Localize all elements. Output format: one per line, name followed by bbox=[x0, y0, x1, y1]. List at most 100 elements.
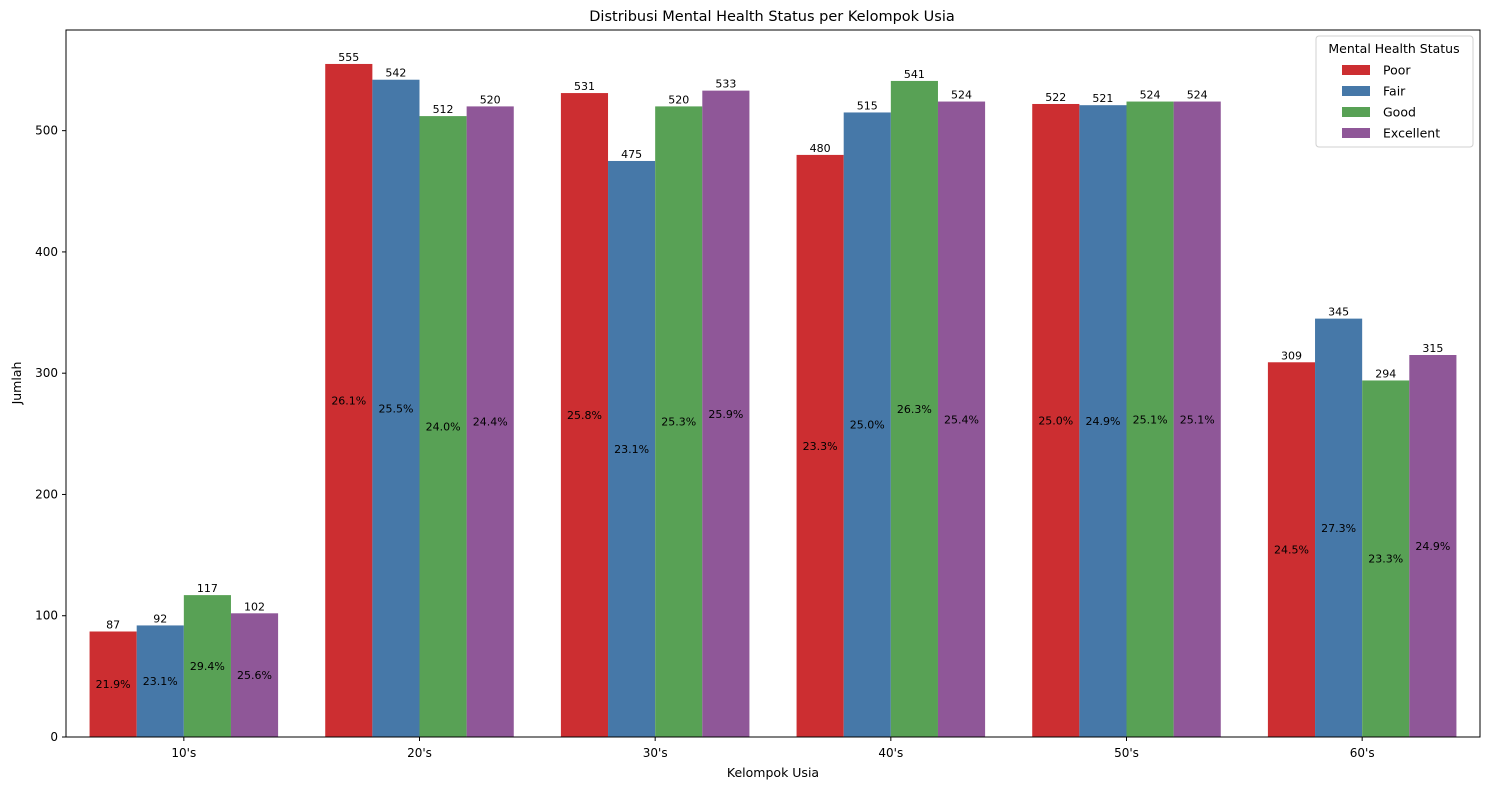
bar-percent-label: 24.4% bbox=[473, 416, 508, 429]
bar bbox=[466, 106, 514, 737]
bar-value-label: 555 bbox=[338, 51, 359, 64]
x-tick-label: 40's bbox=[878, 746, 903, 760]
bar-percent-label: 24.0% bbox=[426, 421, 461, 434]
y-tick-label: 100 bbox=[35, 609, 58, 623]
bar-value-label: 117 bbox=[197, 582, 218, 595]
bar bbox=[325, 63, 373, 738]
bar bbox=[655, 106, 703, 737]
bar-percent-label: 25.8% bbox=[567, 409, 602, 422]
bar-percent-label: 23.3% bbox=[1368, 553, 1403, 566]
bar bbox=[843, 112, 891, 737]
bar bbox=[890, 80, 938, 737]
bar-value-label: 294 bbox=[1375, 367, 1396, 380]
data-labels-layer: 87 21.9% 555 26.1% 531 25.8% 480 23.3% 522 25.0% 3… bbox=[96, 51, 1451, 691]
bar-value-label: 309 bbox=[1281, 349, 1302, 362]
bar-value-label: 475 bbox=[621, 148, 642, 161]
bar-percent-label: 25.4% bbox=[944, 413, 979, 426]
bar-value-label: 520 bbox=[480, 93, 501, 106]
bar-value-label: 480 bbox=[810, 142, 831, 155]
bar-value-label: 533 bbox=[715, 78, 736, 91]
bar-percent-label: 29.4% bbox=[190, 660, 225, 673]
plot-area-frame bbox=[65, 29, 1481, 738]
bar-percent-label: 24.9% bbox=[1085, 415, 1120, 428]
bar-percent-label: 25.3% bbox=[661, 416, 696, 429]
legend-label: Excellent bbox=[1383, 126, 1440, 141]
x-tick-label: 50's bbox=[1114, 746, 1139, 760]
bar bbox=[1267, 362, 1316, 737]
legend-label: Poor bbox=[1383, 63, 1411, 78]
bar bbox=[1032, 103, 1080, 738]
bar-value-label: 524 bbox=[1187, 89, 1208, 102]
x-axis-label: Kelompok Usia bbox=[727, 765, 819, 780]
bar-percent-label: 25.6% bbox=[237, 669, 272, 682]
legend-label: Fair bbox=[1383, 84, 1406, 99]
bar-percent-label: 25.0% bbox=[1038, 414, 1073, 427]
bar-value-label: 542 bbox=[385, 67, 406, 80]
bar-percent-label: 23.1% bbox=[614, 443, 649, 456]
bar-percent-label: 25.1% bbox=[1133, 413, 1168, 426]
y-tick-label: 300 bbox=[35, 366, 58, 380]
bar bbox=[183, 595, 231, 737]
x-tick-label: 10's bbox=[171, 746, 196, 760]
bar-percent-label: 21.9% bbox=[96, 678, 131, 691]
legend-swatch bbox=[1342, 86, 1370, 96]
bar bbox=[230, 613, 279, 737]
legend-title: Mental Health Status bbox=[1328, 41, 1459, 56]
bar bbox=[937, 101, 986, 737]
bar-value-label: 541 bbox=[904, 68, 925, 81]
bar-value-label: 531 bbox=[574, 80, 595, 93]
y-tick-label: 0 bbox=[50, 730, 58, 744]
bar-value-label: 524 bbox=[1140, 89, 1161, 102]
bar-percent-label: 23.3% bbox=[803, 440, 838, 453]
bar bbox=[1362, 380, 1410, 737]
legend-swatch bbox=[1342, 65, 1370, 75]
bar-value-label: 92 bbox=[153, 612, 167, 625]
bar bbox=[89, 631, 137, 737]
legend: Mental Health Status Poor Fair Good Excelle… bbox=[1315, 35, 1474, 148]
bar bbox=[372, 79, 420, 738]
bar-value-label: 522 bbox=[1045, 91, 1066, 104]
bar bbox=[419, 116, 467, 738]
chart-title: Distribusi Mental Health Status per Kelo… bbox=[589, 9, 954, 25]
y-tick-label: 400 bbox=[35, 245, 58, 259]
bar bbox=[1409, 355, 1457, 737]
bar-value-label: 512 bbox=[433, 103, 454, 116]
bar-value-label: 524 bbox=[951, 89, 972, 102]
bar bbox=[136, 625, 184, 737]
x-tick-label: 30's bbox=[643, 746, 668, 760]
legend-label: Good bbox=[1383, 105, 1416, 120]
bar bbox=[1315, 318, 1363, 737]
bar-value-label: 520 bbox=[668, 93, 689, 106]
bar-value-label: 315 bbox=[1422, 342, 1443, 355]
y-tick-label: 500 bbox=[35, 124, 58, 138]
legend-entries: Poor Fair Good Excellent bbox=[1342, 63, 1440, 141]
bar bbox=[796, 154, 844, 738]
bar-value-label: 521 bbox=[1092, 92, 1113, 105]
bar bbox=[608, 160, 656, 738]
legend-swatch bbox=[1342, 128, 1370, 138]
bar bbox=[702, 90, 750, 738]
bar bbox=[1079, 105, 1127, 738]
bar-value-label: 87 bbox=[106, 618, 120, 631]
x-tick-label: 60's bbox=[1350, 746, 1375, 760]
bar-value-label: 345 bbox=[1328, 306, 1349, 319]
bar-percent-label: 23.1% bbox=[143, 675, 178, 688]
y-tick-label: 200 bbox=[35, 487, 58, 501]
bar-percent-label: 24.9% bbox=[1415, 540, 1450, 553]
bar-percent-label: 26.3% bbox=[897, 403, 932, 416]
bar bbox=[1126, 101, 1174, 737]
legend-swatch bbox=[1342, 107, 1370, 117]
bar bbox=[1173, 101, 1221, 737]
y-axis-label: Jumlah bbox=[9, 362, 24, 406]
bar-percent-label: 25.1% bbox=[1180, 413, 1215, 426]
bar-percent-label: 25.0% bbox=[850, 419, 885, 432]
bar-value-label: 515 bbox=[857, 99, 878, 112]
y-axis: 0 100 200 300 400 500 bbox=[35, 124, 66, 744]
legend-box bbox=[1315, 35, 1474, 148]
bar-percent-label: 24.5% bbox=[1274, 544, 1309, 557]
x-tick-label: 20's bbox=[407, 746, 432, 760]
bar-percent-label: 26.1% bbox=[331, 394, 366, 407]
bar-percent-label: 25.9% bbox=[708, 408, 743, 421]
